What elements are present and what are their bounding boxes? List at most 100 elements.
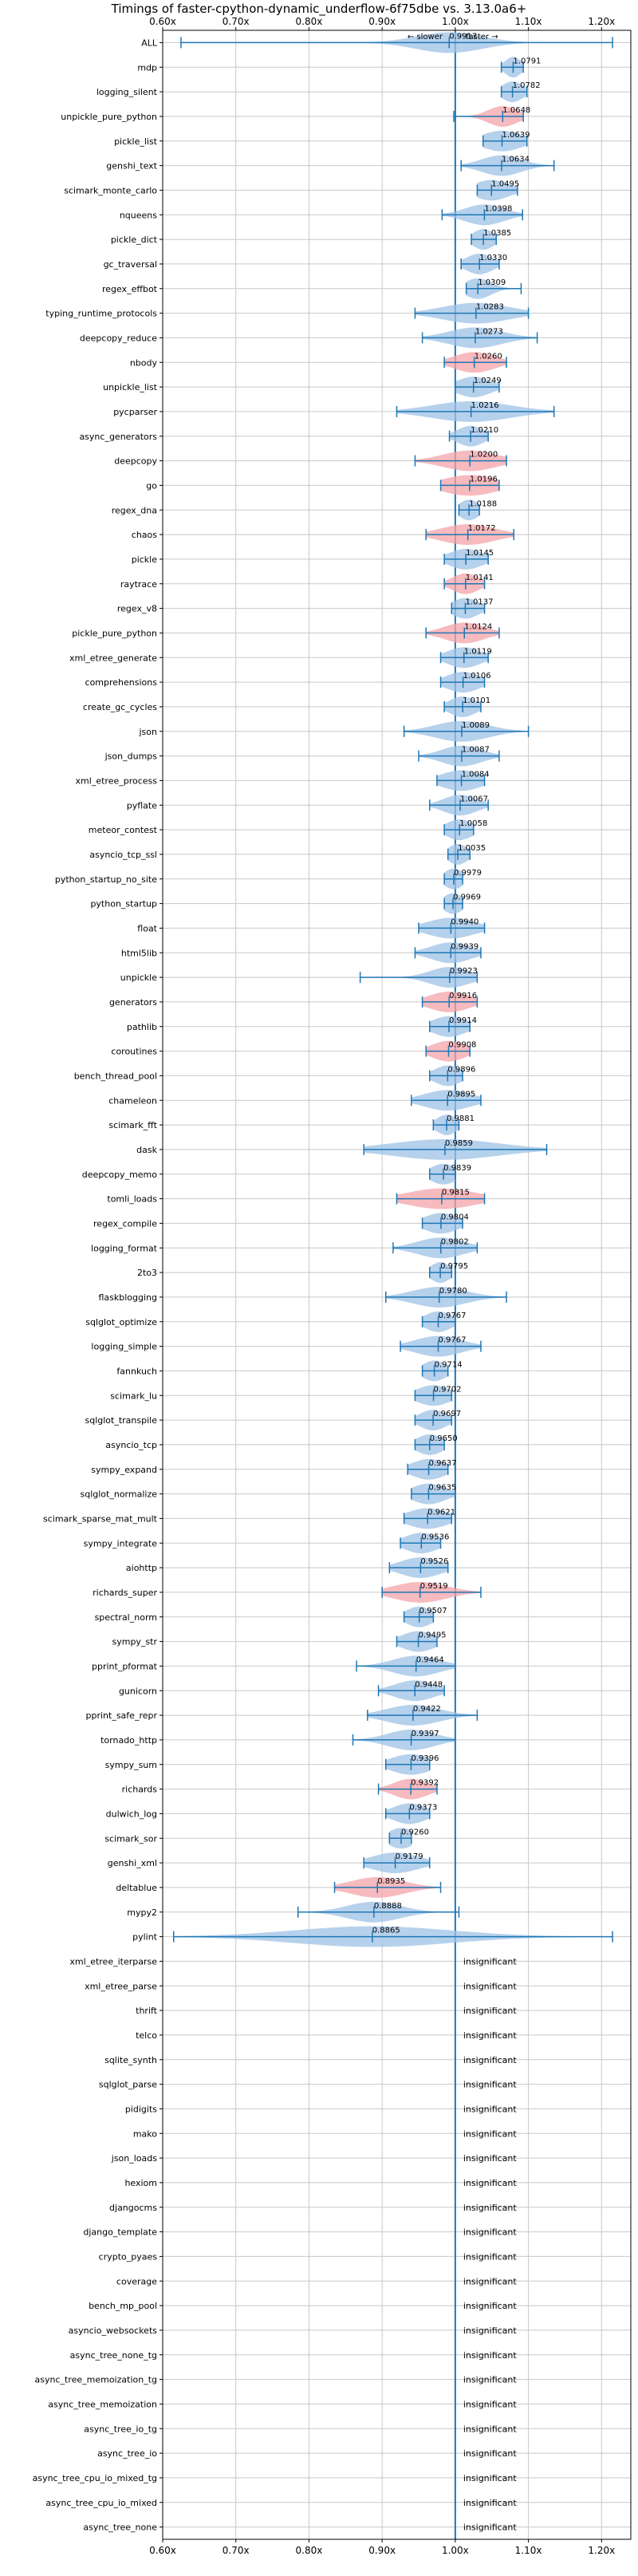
benchmark-label: sqlglot_parse bbox=[99, 2080, 157, 2090]
value-label: 1.0084 bbox=[462, 770, 490, 779]
benchmark-label: json_dumps bbox=[104, 751, 158, 762]
value-label: 1.0200 bbox=[470, 451, 498, 460]
value-label: 1.0196 bbox=[470, 475, 498, 483]
value-label: 1.0634 bbox=[502, 156, 530, 164]
value-label: 0.8865 bbox=[372, 1927, 400, 1935]
benchmark-label: mako bbox=[133, 2128, 157, 2139]
benchmark-label: scimark_lu bbox=[110, 1391, 157, 1401]
insignificant-label: insignificant bbox=[463, 2301, 518, 2311]
value-label: 0.9495 bbox=[419, 1631, 447, 1640]
x-tick-label-bottom: 1.00x bbox=[442, 2545, 469, 2556]
benchmark-label: sympy_sum bbox=[105, 1760, 157, 1770]
insignificant-label: insignificant bbox=[463, 2523, 518, 2533]
benchmark-label: pickle_pure_python bbox=[72, 628, 157, 638]
insignificant-label: insignificant bbox=[463, 2006, 518, 2016]
benchmark-label: asyncio_websockets bbox=[69, 2326, 158, 2336]
benchmark-label: sympy_expand bbox=[91, 1465, 157, 1475]
value-label: 0.9714 bbox=[435, 1360, 463, 1369]
value-label: 0.9940 bbox=[451, 917, 478, 926]
x-tick-label-bottom: 0.90x bbox=[368, 2545, 396, 2556]
benchmark-label: regex_dna bbox=[112, 505, 157, 515]
value-label: 0.9767 bbox=[439, 1336, 467, 1345]
benchmark-label: tornado_http bbox=[100, 1735, 157, 1746]
benchmark-label: fannkuch bbox=[116, 1366, 157, 1376]
value-label: 1.0141 bbox=[466, 574, 494, 582]
benchmark-label: regex_v8 bbox=[117, 604, 157, 614]
value-label: 1.0172 bbox=[468, 524, 496, 533]
benchmark-label: pidigits bbox=[125, 2104, 157, 2114]
insignificant-label: insignificant bbox=[463, 1956, 518, 1967]
value-label: 0.9908 bbox=[448, 1041, 476, 1050]
value-label: 1.0089 bbox=[462, 721, 490, 730]
faster-label: faster → bbox=[466, 33, 498, 41]
value-label: 0.9650 bbox=[430, 1434, 458, 1443]
insignificant-label: insignificant bbox=[463, 2326, 518, 2336]
benchmark-label: aiohttp bbox=[126, 1563, 157, 1573]
benchmark-label: tomli_loads bbox=[107, 1194, 157, 1205]
insignificant-label: insignificant bbox=[463, 2153, 518, 2164]
value-label: 0.9804 bbox=[441, 1213, 469, 1221]
value-label: 0.9536 bbox=[421, 1533, 449, 1541]
y-tick-labels: ALL mdp logging_silent unpickle_pure_python… bbox=[33, 37, 163, 2533]
value-label: 0.9969 bbox=[453, 894, 481, 902]
benchmark-label: richards_super bbox=[93, 1588, 157, 1598]
value-label: 0.8935 bbox=[377, 1877, 405, 1886]
benchmark-label: async_tree_cpu_io_mixed_tg bbox=[33, 2473, 157, 2483]
benchmark-label: spectral_norm bbox=[95, 1612, 157, 1623]
benchmark-label: async_tree_none_tg bbox=[70, 2350, 157, 2361]
benchmark-label: chameleon bbox=[108, 1095, 157, 1106]
chart-title: Timings of faster-cpython-dynamic_underf… bbox=[111, 2, 527, 17]
insignificant-label: insignificant bbox=[463, 2473, 518, 2483]
benchmark-label: thrift bbox=[136, 2006, 158, 2016]
insignificant-label: insignificant bbox=[463, 1981, 518, 1991]
value-label: 1.0639 bbox=[502, 131, 530, 140]
benchmark-label: json_loads bbox=[111, 2153, 157, 2164]
benchmark-label: crypto_pyaes bbox=[99, 2251, 158, 2262]
insignificant-label: insignificant bbox=[463, 2104, 518, 2114]
benchmark-label: deltablue bbox=[116, 1883, 157, 1893]
value-label: 1.0188 bbox=[469, 499, 497, 508]
benchmark-label: logging_simple bbox=[91, 1342, 157, 1352]
value-label: 0.9448 bbox=[415, 1680, 443, 1689]
benchmark-label: xml_etree_generate bbox=[69, 653, 157, 663]
insignificant-label: insignificant bbox=[463, 2350, 518, 2361]
benchmark-label: bench_mp_pool bbox=[89, 2301, 157, 2311]
value-label: 1.0067 bbox=[460, 795, 488, 803]
benchmark-label: gunicorn bbox=[119, 1686, 157, 1696]
insignificant-label: insignificant bbox=[463, 2055, 518, 2065]
insignificant-label: insignificant bbox=[463, 2080, 518, 2090]
benchmark-label: async_tree_io_tg bbox=[84, 2424, 157, 2434]
benchmark-label: flaskblogging bbox=[98, 1292, 157, 1303]
value-label: 1.0035 bbox=[458, 844, 486, 853]
value-label: 0.9396 bbox=[411, 1754, 439, 1763]
benchmark-label: async_generators bbox=[79, 432, 157, 442]
insignificant-label: insignificant bbox=[463, 2424, 518, 2434]
value-label: 1.0216 bbox=[471, 401, 499, 410]
benchmark-label: nbody bbox=[130, 357, 158, 368]
value-label: 0.9917 bbox=[449, 32, 477, 41]
x-tick-label-bottom: 0.60x bbox=[149, 2545, 176, 2556]
benchmark-label: richards bbox=[122, 1785, 158, 1795]
value-label: 1.0101 bbox=[463, 696, 490, 705]
value-label: 0.9923 bbox=[450, 967, 478, 976]
value-label: 0.9914 bbox=[449, 1016, 477, 1025]
value-label: 0.9859 bbox=[445, 1139, 473, 1148]
insignificant-label: insignificant bbox=[463, 2448, 518, 2459]
benchmark-label: pickle_dict bbox=[111, 235, 158, 245]
benchmark-label: djangocms bbox=[109, 2203, 157, 2213]
benchmark-label: html5lib bbox=[121, 948, 157, 958]
x-tick-label-top: 0.60x bbox=[149, 16, 176, 27]
benchmark-label: sqlglot_transpile bbox=[85, 1415, 158, 1426]
value-label: 0.9392 bbox=[411, 1779, 439, 1788]
benchmark-label: bench_thread_pool bbox=[74, 1071, 157, 1081]
value-label: 0.9815 bbox=[442, 1189, 470, 1197]
value-label: 0.9802 bbox=[441, 1237, 469, 1246]
value-label: 0.9780 bbox=[439, 1287, 467, 1296]
value-label: 1.0145 bbox=[466, 549, 494, 558]
x-tick-label-top: 0.70x bbox=[223, 16, 250, 27]
value-label: 0.9702 bbox=[434, 1385, 462, 1394]
insignificant-label: insignificant bbox=[463, 2203, 518, 2213]
value-label: 1.0087 bbox=[462, 746, 490, 755]
value-label: 0.9881 bbox=[447, 1114, 475, 1123]
benchmark-label: ALL bbox=[141, 37, 158, 48]
